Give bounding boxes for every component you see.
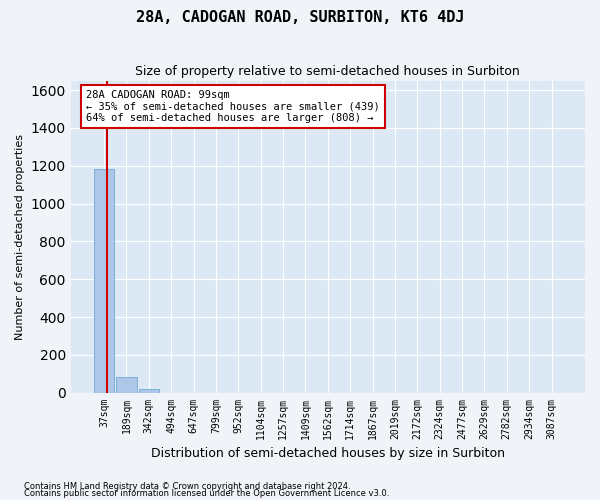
Text: Contains HM Land Registry data © Crown copyright and database right 2024.: Contains HM Land Registry data © Crown c… [24,482,350,491]
Y-axis label: Number of semi-detached properties: Number of semi-detached properties [15,134,25,340]
Text: 28A CADOGAN ROAD: 99sqm
← 35% of semi-detached houses are smaller (439)
64% of s: 28A CADOGAN ROAD: 99sqm ← 35% of semi-de… [86,90,380,123]
Bar [94,170,114,392]
Bar [139,389,159,392]
Bar [116,376,137,392]
Text: 28A, CADOGAN ROAD, SURBITON, KT6 4DJ: 28A, CADOGAN ROAD, SURBITON, KT6 4DJ [136,10,464,25]
Title: Size of property relative to semi-detached houses in Surbiton: Size of property relative to semi-detach… [136,65,520,78]
Text: Contains public sector information licensed under the Open Government Licence v3: Contains public sector information licen… [24,489,389,498]
X-axis label: Distribution of semi-detached houses by size in Surbiton: Distribution of semi-detached houses by … [151,447,505,460]
